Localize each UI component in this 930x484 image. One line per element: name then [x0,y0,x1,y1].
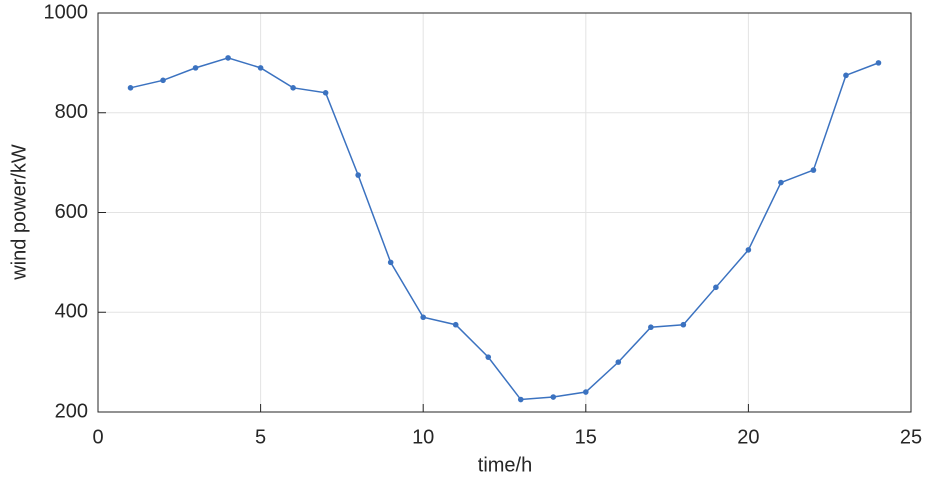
x-tick-label: 15 [575,426,597,448]
data-line [130,57,879,401]
data-point [517,396,524,403]
data-point [583,389,589,395]
data-point [875,60,882,66]
data-point [550,394,557,400]
data-point [810,167,817,173]
y-tick-label: 200 [55,400,88,422]
x-tick-label: 0 [92,426,103,448]
data-point [648,324,654,331]
x-tick-label: 25 [900,426,922,448]
data-point [485,354,492,360]
data-point [127,85,134,91]
y-tick-label: 400 [55,301,88,323]
data-point [225,55,231,61]
data-point [615,359,622,365]
data-point [452,321,459,328]
data-point [713,284,719,291]
data-point [322,90,329,96]
data-point [355,172,361,178]
data-point [192,65,199,71]
data-point [420,314,427,321]
x-tick-label: 20 [737,426,759,448]
y-tick-label: 800 [55,101,88,123]
y-axis-label: wind power/kW [8,144,30,281]
y-tick-label: 1000 [44,1,89,23]
x-tick-label: 5 [255,426,266,448]
x-axis-label: time/h [478,454,532,476]
data-point [745,247,752,253]
x-tick-label: 10 [412,426,434,448]
data-point [160,77,166,84]
data-point [680,321,687,328]
data-point [290,85,296,91]
data-point [387,259,394,266]
data-point [257,65,264,71]
y-tick-label: 600 [55,201,88,223]
data-point [778,179,784,186]
data-point [843,72,849,79]
plot-frame [97,12,912,413]
